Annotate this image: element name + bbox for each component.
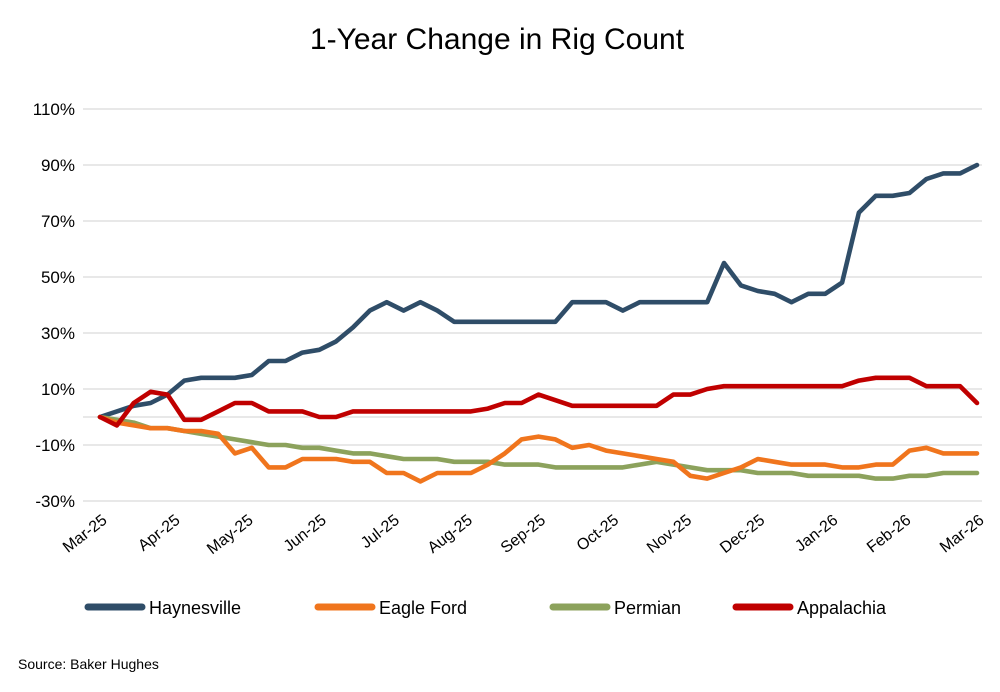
series-line-eagle-ford	[97, 414, 980, 484]
x-tick-label: Sep-25	[498, 512, 549, 557]
legend-label: Eagle Ford	[379, 598, 467, 618]
legend-label: Appalachia	[797, 598, 887, 618]
x-tick-label: Jun-25	[281, 512, 330, 556]
series-line-permian	[97, 414, 980, 481]
x-axis-labels: Mar-25 Apr-25 May-25 Jun-25 Jul-25 Aug-25 Sep-…	[60, 512, 987, 558]
chart-title: 1-Year Change in Rig Count	[310, 23, 685, 56]
legend-item: Appalachia	[732, 598, 887, 618]
x-tick-label: Jan-26	[792, 512, 841, 556]
legend: Haynesville Eagle Ford Permian Appalachia	[84, 598, 887, 618]
series-lines	[97, 162, 980, 484]
x-tick-label: Mar-26	[937, 512, 987, 557]
legend-item: Permian	[549, 598, 681, 618]
x-tick-label: Oct-25	[574, 512, 622, 555]
gridlines	[83, 108, 982, 502]
y-tick-label: -10%	[35, 436, 75, 455]
y-tick-label: 50%	[41, 268, 75, 287]
legend-label: Permian	[614, 598, 681, 618]
x-tick-label: Mar-25	[60, 512, 110, 557]
x-tick-label: Apr-25	[135, 512, 183, 555]
series-line-appalachia	[97, 375, 980, 428]
x-tick-label: Nov-25	[644, 512, 695, 557]
legend-item: Haynesville	[84, 598, 241, 618]
series-line-haynesville	[97, 162, 980, 420]
x-tick-label: Feb-26	[864, 512, 914, 557]
x-tick-label: Aug-25	[425, 512, 476, 557]
source-note: Source: Baker Hughes	[18, 656, 159, 672]
x-tick-label: May-25	[204, 512, 257, 558]
x-tick-label: Jul-25	[358, 512, 403, 552]
legend-label: Haynesville	[149, 598, 241, 618]
y-tick-label: 30%	[41, 324, 75, 343]
y-axis-labels: 110% 90% 70% 50% 30% 10% -10% -30%	[33, 100, 75, 511]
legend-item: Eagle Ford	[314, 598, 467, 618]
y-tick-label: -30%	[35, 492, 75, 511]
y-tick-label: 70%	[41, 212, 75, 231]
y-tick-label: 90%	[41, 156, 75, 175]
x-tick-label: Dec-25	[717, 512, 768, 557]
y-tick-label: 10%	[41, 380, 75, 399]
y-tick-label: 110%	[33, 100, 75, 119]
